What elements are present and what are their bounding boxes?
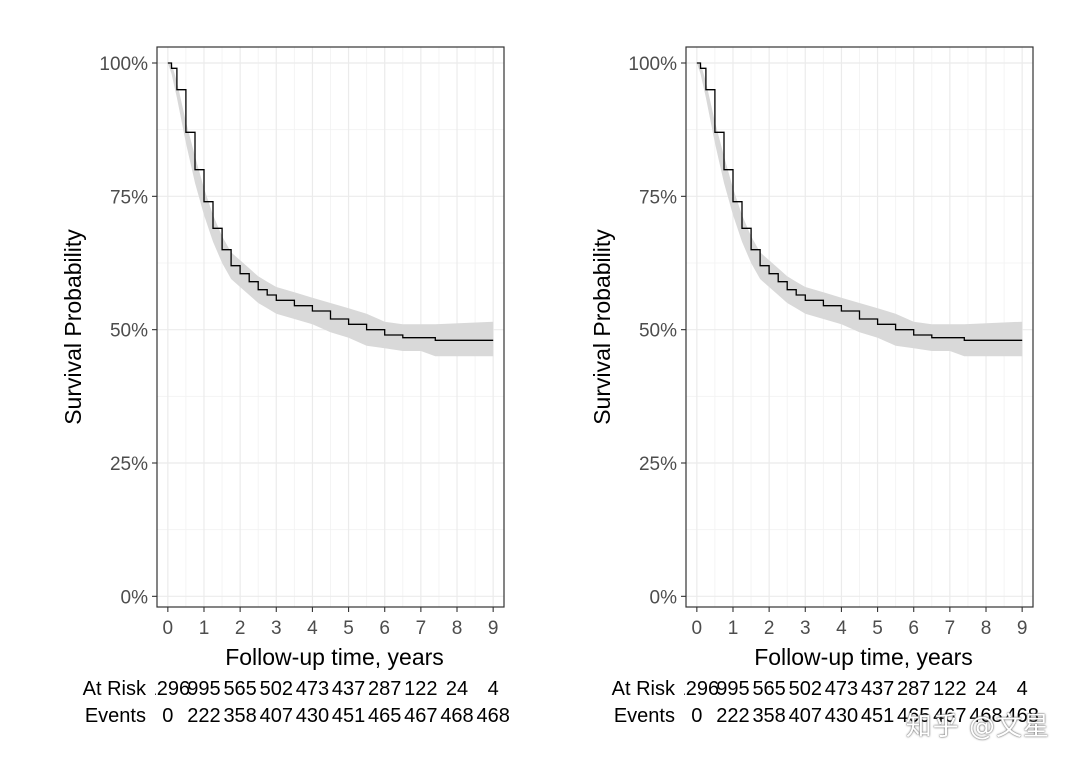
survival-curve bbox=[696, 62, 1023, 341]
x-tick-label: 0 bbox=[692, 618, 703, 639]
events-value: 222 bbox=[716, 705, 749, 727]
at-risk-value: 502 bbox=[260, 678, 293, 700]
x-tick-label: 5 bbox=[872, 618, 883, 639]
x-tick-label: 0 bbox=[163, 618, 174, 639]
at-risk-value: 437 bbox=[861, 678, 894, 700]
at-risk-value: 1296 bbox=[146, 678, 191, 700]
y-tick-label: 75% bbox=[639, 187, 677, 208]
y-tick-label: 25% bbox=[639, 454, 677, 475]
at-risk-label: At Risk bbox=[83, 678, 147, 700]
at-risk-value: 473 bbox=[825, 678, 858, 700]
events-value: 468 bbox=[969, 705, 1002, 727]
confidence-band bbox=[167, 63, 494, 357]
confidence-band bbox=[696, 63, 1023, 357]
events-value: 467 bbox=[933, 705, 966, 727]
y-tick-label: 50% bbox=[110, 321, 148, 342]
x-tick-label: 4 bbox=[836, 618, 847, 639]
x-tick-label: 4 bbox=[307, 618, 318, 639]
plot-border bbox=[156, 46, 505, 608]
plot-border bbox=[685, 46, 1034, 608]
at-risk-value: 24 bbox=[975, 678, 997, 700]
events-value: 430 bbox=[296, 705, 329, 727]
events-value: 358 bbox=[223, 705, 256, 727]
at-risk-value: 122 bbox=[404, 678, 437, 700]
x-axis-title: Follow-up time, years bbox=[754, 644, 973, 670]
events-value: 407 bbox=[260, 705, 293, 727]
x-tick-label: 8 bbox=[452, 618, 463, 639]
events-value: 451 bbox=[332, 705, 365, 727]
y-tick-label: 0% bbox=[121, 587, 149, 608]
events-value: 0 bbox=[691, 705, 702, 727]
y-axis-title: Survival Probability bbox=[589, 229, 615, 425]
at-risk-value: 122 bbox=[933, 678, 966, 700]
x-tick-label: 7 bbox=[945, 618, 956, 639]
x-tick-label: 6 bbox=[379, 618, 390, 639]
y-tick-label: 100% bbox=[99, 54, 148, 75]
x-tick-label: 6 bbox=[908, 618, 919, 639]
events-value: 430 bbox=[825, 705, 858, 727]
events-label: Events bbox=[614, 705, 675, 727]
y-axis-title: Survival Probability bbox=[60, 229, 86, 425]
at-risk-value: 473 bbox=[296, 678, 329, 700]
x-tick-label: 1 bbox=[728, 618, 739, 639]
x-tick-label: 3 bbox=[271, 618, 282, 639]
events-value: 468 bbox=[476, 705, 509, 727]
x-tick-label: 2 bbox=[235, 618, 246, 639]
at-risk-value: 995 bbox=[716, 678, 749, 700]
y-tick-label: 75% bbox=[110, 187, 148, 208]
events-value: 222 bbox=[187, 705, 220, 727]
x-tick-label: 8 bbox=[981, 618, 992, 639]
events-value: 465 bbox=[897, 705, 930, 727]
y-tick-label: 0% bbox=[650, 587, 678, 608]
at-risk-value: 995 bbox=[187, 678, 220, 700]
y-tick-label: 25% bbox=[110, 454, 148, 475]
chart-panel-1: 0 1 2 3 4 5 6 7 8 9 0% 25% 50% 75% 100% Follow-up time,… bbox=[60, 46, 510, 727]
x-tick-label: 3 bbox=[800, 618, 811, 639]
at-risk-value: 565 bbox=[223, 678, 256, 700]
at-risk-value: 24 bbox=[446, 678, 468, 700]
x-tick-label: 9 bbox=[488, 618, 499, 639]
at-risk-value: 1296 bbox=[675, 678, 720, 700]
at-risk-value: 4 bbox=[488, 678, 499, 700]
at-risk-label: At Risk bbox=[612, 678, 676, 700]
x-tick-label: 2 bbox=[764, 618, 775, 639]
events-value: 0 bbox=[162, 705, 173, 727]
survival-curve bbox=[167, 62, 494, 341]
y-tick-label: 50% bbox=[639, 321, 677, 342]
events-value: 468 bbox=[1005, 705, 1038, 727]
at-risk-value: 4 bbox=[1017, 678, 1028, 700]
x-axis-title: Follow-up time, years bbox=[225, 644, 444, 670]
x-tick-label: 9 bbox=[1017, 618, 1028, 639]
at-risk-value: 287 bbox=[897, 678, 930, 700]
events-value: 468 bbox=[440, 705, 473, 727]
risk-table-values: 1296099522256535850240747343043745128746… bbox=[146, 678, 510, 727]
x-tick-label: 5 bbox=[343, 618, 354, 639]
at-risk-value: 565 bbox=[752, 678, 785, 700]
x-tick-label: 1 bbox=[199, 618, 210, 639]
events-value: 465 bbox=[368, 705, 401, 727]
events-value: 451 bbox=[861, 705, 894, 727]
risk-table-values: 1296099522256535850240747343043745128746… bbox=[675, 678, 1039, 727]
x-tick-label: 7 bbox=[416, 618, 427, 639]
at-risk-value: 287 bbox=[368, 678, 401, 700]
events-value: 467 bbox=[404, 705, 437, 727]
watermark: 知乎 @文星 bbox=[905, 712, 1050, 742]
events-value: 407 bbox=[789, 705, 822, 727]
at-risk-value: 502 bbox=[789, 678, 822, 700]
events-value: 358 bbox=[752, 705, 785, 727]
chart-panel-2: 0 1 2 3 4 5 6 7 8 9 0% 25% 50% 75% 100% Follow-up time,… bbox=[589, 46, 1039, 727]
at-risk-value: 437 bbox=[332, 678, 365, 700]
y-tick-label: 100% bbox=[628, 54, 677, 75]
events-label: Events bbox=[85, 705, 146, 727]
